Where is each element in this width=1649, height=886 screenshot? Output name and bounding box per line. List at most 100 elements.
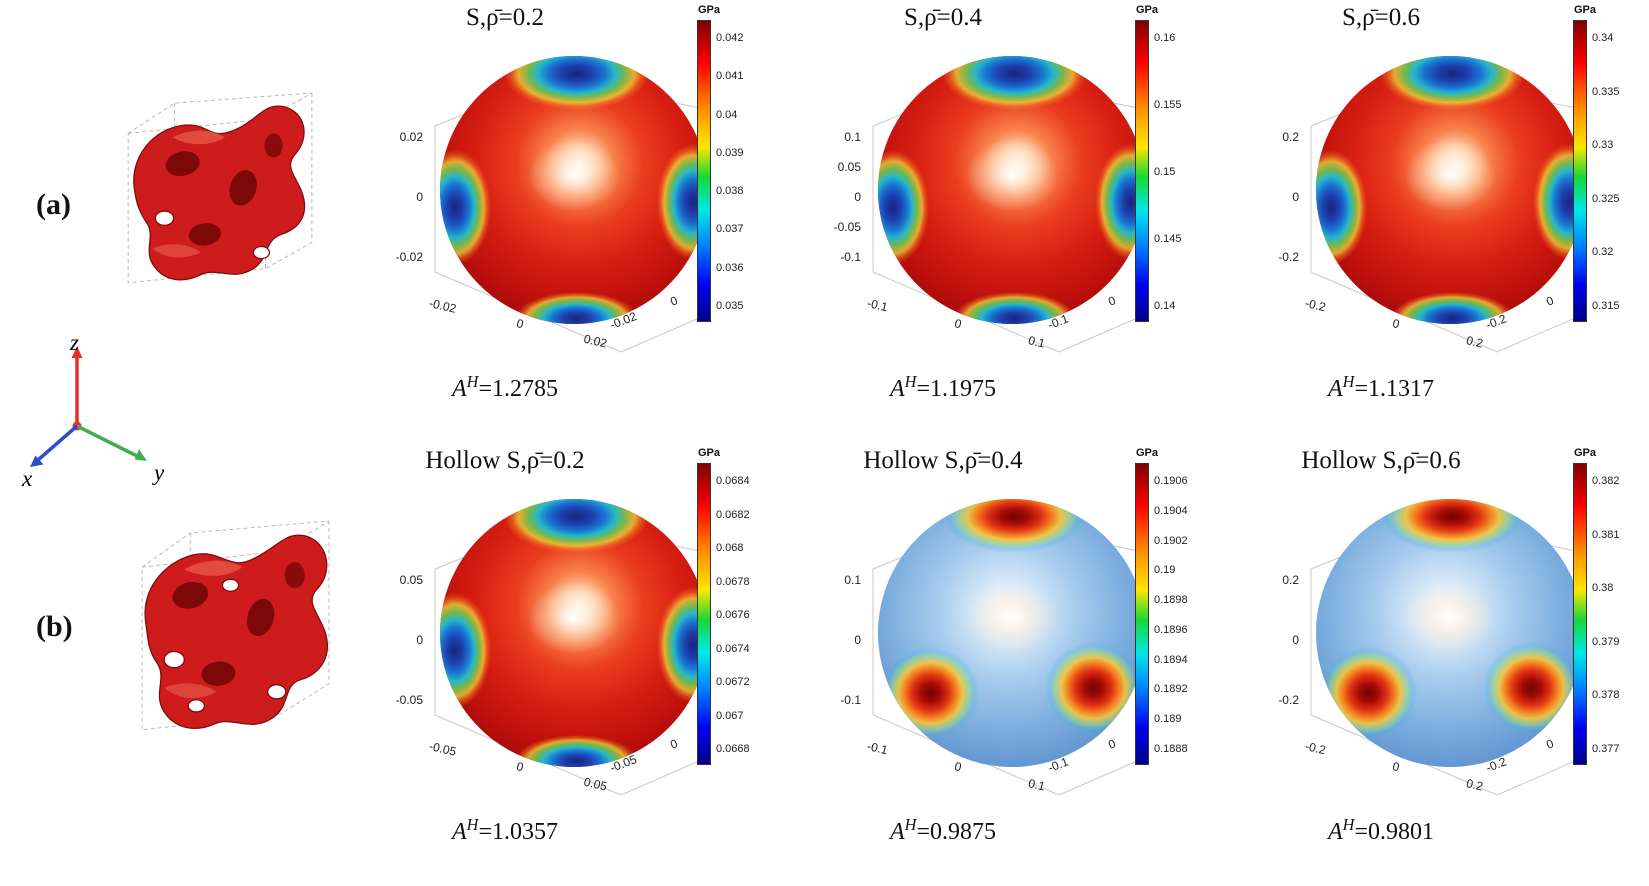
- z-tick-label: 0: [416, 633, 423, 647]
- low-modulus-lobe: [440, 592, 491, 709]
- y-tick-label: 0: [668, 293, 680, 309]
- high-modulus-highlight: [528, 139, 620, 212]
- colorbar-tick-label: 0.145: [1154, 233, 1182, 245]
- colorbar-tick-label: 0.037: [716, 223, 744, 236]
- colorbar-tick-label: 0.1906: [1154, 475, 1188, 487]
- z-axis-label: z: [69, 334, 79, 355]
- colorbar-tick-label: 0.04: [716, 108, 738, 121]
- colorbar-unit-label: GPa: [1574, 447, 1597, 459]
- high-modulus-lobe: [880, 646, 980, 741]
- colorbar-tick-label: 0.039: [716, 146, 744, 159]
- plot-panel-s-04: S,ρ̄=0.4 0.1 0.05 0 -0.05 -0.1: [773, 0, 1211, 443]
- anisotropy-value: =1.2785: [478, 376, 558, 402]
- colorbar-gradient: [697, 463, 711, 765]
- y-tick-label: 0: [668, 736, 680, 752]
- colorbar-tick-label: 0.0674: [716, 642, 750, 655]
- z-axis-ticks: 0.1 0 -0.1: [799, 573, 861, 707]
- low-modulus-lobe: [504, 56, 650, 110]
- colorbar-tick-label: 0.315: [1592, 299, 1620, 312]
- colorbar-tick-label: 0.0672: [716, 676, 750, 688]
- z-tick-label: 0.2: [1282, 130, 1299, 144]
- high-modulus-highlight: [1404, 139, 1496, 212]
- unit-cell-structure-s: [127, 92, 313, 284]
- modulus-surface-sphere: [1316, 56, 1584, 324]
- colorbar-tick-label: 0.068: [716, 542, 744, 554]
- low-modulus-lobe: [942, 56, 1088, 110]
- colorbar-tick-label: 0.0682: [716, 508, 750, 521]
- low-modulus-lobe: [1391, 291, 1515, 324]
- anisotropy-superscript: H: [904, 815, 917, 834]
- x-axis-label: x: [21, 466, 33, 491]
- colorbar-tick-label: 0.155: [1154, 99, 1182, 111]
- colorbar: GPa 0.042 0.041 0.04 0.039 0.038 0.037 0.036 0.…: [697, 4, 771, 350]
- low-modulus-lobe: [515, 734, 639, 767]
- modulus-surface-sphere: [440, 499, 708, 767]
- colorbar-gradient: [697, 20, 711, 322]
- colorbar-tick-labels: 0.042 0.041 0.04 0.039 0.038 0.037 0.036 0.035: [711, 20, 744, 322]
- modulus-surface-sphere: [878, 499, 1146, 767]
- z-axis-ticks: 0.2 0 -0.2: [1237, 573, 1299, 707]
- low-modulus-lobe: [440, 149, 491, 266]
- colorbar-tick-label: 0.1898: [1154, 594, 1188, 607]
- z-tick-label: -0.2: [1278, 693, 1299, 707]
- z-tick-label: -0.1: [840, 693, 861, 707]
- colorbar-tick-labels: 0.382 0.381 0.38 0.379 0.378 0.377: [1587, 463, 1620, 765]
- z-tick-label: 0.05: [399, 573, 423, 587]
- anisotropy-superscript: H: [466, 372, 479, 391]
- high-modulus-lobe: [1482, 641, 1582, 735]
- plot-area: 0.20-0.2 -0.200.2 -0.200.2: [1211, 34, 1647, 364]
- y-tick-label: 0: [1544, 293, 1556, 309]
- colorbar: GPa 0.0684 0.0682 0.068 0.0678 0.0676 0.0674 0…: [697, 447, 771, 793]
- anisotropy-superscript: H: [1342, 815, 1355, 834]
- colorbar: GPa 0.1906 0.1904 0.1902 0.19 0.1898 0.1896 0.…: [1135, 447, 1209, 793]
- z-tick-label: 0: [1292, 633, 1299, 647]
- z-axis-ticks: 0.02 0 -0.02: [361, 130, 423, 264]
- x-tick-label: 0: [515, 316, 525, 332]
- colorbar-tick-labels: 0.0684 0.0682 0.068 0.0678 0.0676 0.0674 0.067…: [711, 463, 750, 765]
- colorbar-tick-label: 0.1902: [1154, 534, 1188, 547]
- modulus-surface-sphere: [1316, 499, 1584, 767]
- colorbar-tick-label: 0.0668: [716, 743, 750, 755]
- low-modulus-lobe: [878, 149, 929, 266]
- colorbar-tick-label: 0.379: [1592, 635, 1620, 648]
- z-axis-ticks: 0.1 0.05 0 -0.05 -0.1: [799, 130, 861, 264]
- colorbar-tick-label: 0.035: [716, 299, 744, 312]
- colorbar-tick-label: 0.1894: [1154, 653, 1188, 666]
- plot-title: S,ρ̄=0.6: [1342, 4, 1420, 31]
- colorbar-unit-label: GPa: [1136, 4, 1159, 16]
- anisotropy-superscript: H: [466, 815, 479, 834]
- high-modulus-highlight: [528, 582, 620, 655]
- z-axis-ticks: 0.05 0 -0.05: [361, 573, 423, 707]
- anisotropy-annotation: AH=1.1317: [1211, 372, 1551, 403]
- colorbar-tick-label: 0.32: [1592, 246, 1614, 259]
- anisotropy-annotation: AH=0.9875: [773, 815, 1113, 846]
- colorbar-tick-label: 0.381: [1592, 528, 1620, 541]
- plot-panel-hollow-s-06: Hollow S,ρ̄=0.6 0.2 0 -0.2 -0.2 0 0.2: [1211, 443, 1649, 886]
- anisotropy-symbol: A: [452, 819, 467, 845]
- y-axis-label: y: [152, 460, 165, 485]
- pale-center-highlight: [1404, 582, 1496, 655]
- colorbar-tick-label: 0.036: [716, 261, 744, 274]
- plots-grid: S,ρ̄=0.2 0.02 0 -0.02 -0.02: [335, 0, 1649, 886]
- anisotropy-superscript: H: [904, 372, 917, 391]
- plot-panel-s-02: S,ρ̄=0.2 0.02 0 -0.02 -0.02: [335, 0, 773, 443]
- plot-panel-s-06: S,ρ̄=0.6 0.2 0 -0.2 -0.2 0 0.: [1211, 0, 1649, 443]
- x-tick-label: 0: [1391, 316, 1401, 332]
- z-tick-label: 0.05: [837, 160, 861, 174]
- colorbar-tick-label: 0.14: [1154, 300, 1176, 312]
- colorbar-tick-label: 0.38: [1592, 582, 1614, 595]
- z-tick-label: -0.1: [840, 250, 861, 264]
- colorbar-tick-label: 0.377: [1592, 742, 1620, 755]
- anisotropy-value: =1.0357: [478, 819, 558, 845]
- colorbar-tick-label: 0.15: [1154, 166, 1176, 178]
- colorbar-gradient: [1573, 20, 1587, 322]
- high-modulus-highlight: [966, 139, 1058, 212]
- z-tick-label: 0: [854, 190, 861, 204]
- low-modulus-lobe: [1316, 149, 1367, 266]
- low-modulus-lobe: [953, 291, 1077, 324]
- z-tick-label: 0.02: [399, 130, 423, 144]
- anisotropy-value: =1.1317: [1354, 376, 1434, 402]
- colorbar-tick-label: 0.0678: [716, 575, 750, 588]
- colorbar-tick-label: 0.16: [1154, 32, 1176, 44]
